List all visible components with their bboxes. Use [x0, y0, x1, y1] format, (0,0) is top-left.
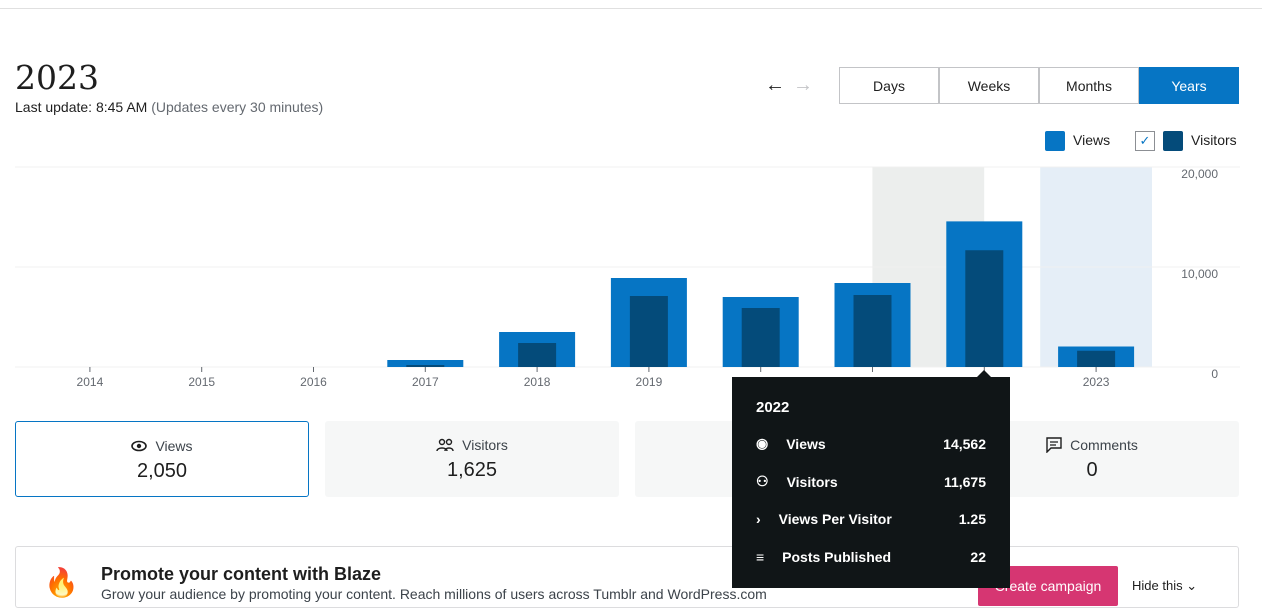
icon — [131, 440, 148, 452]
checkbox[interactable]: ✓ — [1135, 131, 1155, 151]
tooltip-value: 11,675 — [943, 473, 986, 490]
tooltip-value: 14,562 — [943, 435, 986, 452]
stat-label: Views — [155, 438, 193, 454]
promo-title: Promote your content with Blaze — [101, 564, 382, 584]
chart: 0 10,000 20,000 2014 2015 2016 2017 2018 2019 202… — [15, 166, 1240, 389]
update-note: (Updates every 30 minutes) — [151, 99, 324, 115]
tooltip-row: ◉ Views 14,562 — [756, 435, 986, 452]
icon — [436, 438, 454, 452]
x-tick-label: 2015 — [188, 375, 215, 389]
legend-swatch — [1045, 131, 1065, 151]
tab[interactable]: Months — [1039, 67, 1139, 104]
hide-text: Hide this — [1132, 578, 1183, 593]
legend-swatch — [1163, 131, 1183, 151]
bar — [629, 296, 668, 367]
bar — [741, 308, 780, 367]
icon: ◉ — [756, 435, 769, 451]
last-update: Last update: 8:45 AM — [15, 99, 148, 115]
tooltip-value: 22 — [970, 549, 986, 565]
x-tick-label: 2018 — [524, 375, 551, 389]
x-tick-label: 2017 — [412, 375, 439, 389]
bar — [1077, 350, 1116, 367]
icon — [1046, 437, 1062, 453]
stat-card[interactable]: Views 2,050 — [15, 421, 309, 497]
bar — [387, 360, 464, 367]
stat-value: 0 — [1086, 459, 1098, 481]
y-tick-label: 10,000 — [1181, 267, 1218, 281]
y-tick-label: 0 — [1211, 367, 1218, 381]
next-arrow[interactable]: → — [793, 74, 813, 96]
tooltip-row: › Views Per Visitor 1.25 — [756, 511, 986, 527]
stat-label: Visitors — [462, 437, 508, 453]
stat-label: Comments — [1070, 437, 1138, 453]
tooltip-value: 1.25 — [958, 511, 986, 527]
update-info: Last update: 8:45 AM (Updates every 30 m… — [15, 99, 323, 115]
x-tick-label: 2014 — [77, 375, 104, 389]
x-tick-label: 2019 — [636, 375, 663, 389]
tab[interactable]: Weeks — [939, 67, 1039, 104]
x-tick-label: 2023 — [1083, 375, 1110, 389]
page-title: 2023 — [15, 58, 99, 97]
stat-card[interactable]: Visitors 1,625 — [325, 421, 619, 497]
icon: ≡ — [756, 549, 765, 565]
page: 2023 Last update: 8:45 AM (Updates every… — [0, 8, 1262, 608]
stat-value: 1,625 — [446, 459, 498, 481]
tooltip-label: Views — [786, 435, 826, 452]
tooltip-label: Views Per Visitor — [778, 511, 892, 527]
tab[interactable]: Days — [839, 67, 939, 104]
bar — [965, 250, 1004, 367]
stat-value: 2,050 — [136, 460, 188, 482]
icon: ⚇ — [756, 473, 769, 489]
legend-label[interactable]: Views — [1073, 132, 1111, 148]
tooltip-label: Posts Published — [782, 549, 892, 565]
tooltip: 2022 ◉ Views 14,562 ⚇ Visitors 11,675 › Views P… — [732, 370, 1010, 588]
bar — [406, 365, 445, 367]
icon: › — [756, 511, 761, 527]
promo-text: Grow your audience by promoting your con… — [101, 586, 767, 602]
fire-icon: 🔥 — [44, 567, 79, 598]
top-border — [0, 8, 1262, 9]
bar — [853, 295, 892, 367]
prev-arrow[interactable]: ← — [765, 74, 785, 96]
tooltip-label: Visitors — [786, 473, 838, 490]
tooltip-row: ⚇ Visitors 11,675 — [756, 473, 986, 490]
hide-link[interactable]: Hide this ⌄ — [1132, 578, 1198, 593]
tooltip-row: ≡ Posts Published 22 — [756, 549, 986, 565]
tooltip-title: 2022 — [756, 399, 790, 416]
tooltip-pointer — [977, 370, 992, 377]
tab[interactable]: Years — [1139, 67, 1239, 104]
legend-label[interactable]: Visitors — [1191, 132, 1237, 148]
y-tick-label: 20,000 — [1181, 167, 1218, 181]
bar — [518, 343, 557, 367]
x-tick-label: 2016 — [300, 375, 327, 389]
